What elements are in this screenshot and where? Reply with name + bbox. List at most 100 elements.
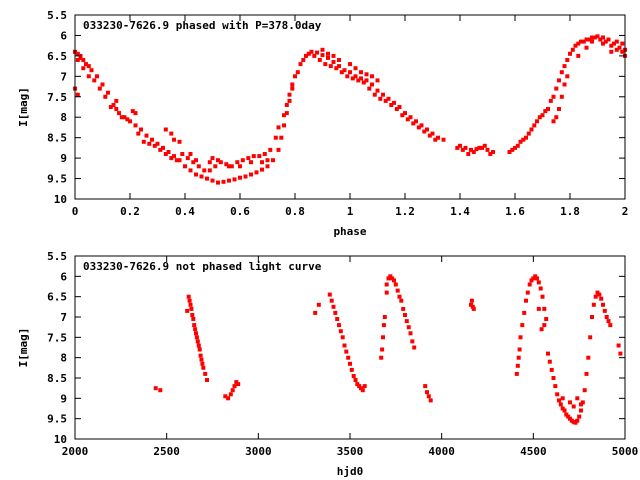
data-point [313,310,318,315]
data-point [194,172,198,177]
data-point [553,384,558,389]
data-point [532,123,537,128]
data-point [251,154,256,159]
data-point [228,392,233,397]
data-point [412,345,417,350]
data-point [232,384,237,389]
data-point [188,168,193,173]
data-point [570,47,575,52]
data-point [188,302,193,307]
y-tick-label: 6.5 [47,50,67,63]
data-point [350,76,355,81]
data-point [480,145,484,150]
data-points [153,274,623,425]
data-point [551,119,556,124]
data-point [144,133,149,138]
data-point [205,176,209,181]
data-point [593,294,598,299]
data-point [193,327,198,332]
data-point [524,298,528,303]
data-point [588,335,593,340]
data-point [430,131,435,136]
data-point [428,398,433,403]
data-point [207,168,212,173]
data-point [210,178,215,183]
data-point [224,162,229,167]
data-point [260,160,264,165]
y-tick-label: 7 [60,70,67,83]
data-point [399,298,404,303]
data-point [514,371,519,376]
data-point [323,62,328,67]
data-point [97,86,102,91]
data-point [427,133,432,138]
data-point [614,39,619,44]
unphased-light-curve-panel: 2000 2500 3000 3500 4000 4500 5000 5.5 6 6.5 7 7.5 8… [17,250,638,478]
data-point [403,111,407,116]
data-point [422,129,427,134]
data-point [612,41,616,46]
data-point [584,371,589,376]
data-point [410,339,415,344]
data-point [196,164,201,169]
data-point [614,47,619,52]
data-point [284,111,289,116]
y-tick-label: 6 [60,29,67,42]
data-point [568,51,572,56]
x-tick-label: 4000 [428,445,455,458]
data-point [342,343,347,348]
y-tick-label: 8.5 [47,372,67,385]
data-point [515,143,520,148]
data-point [236,382,241,387]
data-point [606,319,611,324]
data-point [386,96,391,101]
x-tick-label: 0.2 [120,205,140,218]
x-tick-label: 0.4 [175,205,195,218]
data-point [287,92,292,97]
data-point [78,55,83,60]
data-point [75,51,80,56]
data-point [595,34,600,39]
data-point [416,125,421,130]
data-point [207,160,212,165]
data-point [414,119,418,124]
data-point [284,103,289,107]
data-point [111,103,116,107]
data-point [238,164,242,169]
data-point [345,74,350,79]
data-point [246,156,251,161]
data-point [75,92,80,97]
data-point [562,408,567,413]
data-point [86,74,91,79]
data-point [470,304,475,309]
data-point [230,388,235,393]
data-point [392,100,396,105]
data-point [540,113,545,118]
data-point [106,90,110,95]
data-point [290,82,295,87]
data-point [205,378,209,382]
data-point [364,78,369,83]
data-point [327,292,332,297]
data-point [295,70,300,75]
data-point [554,115,559,120]
data-point [339,70,344,75]
data-point [287,98,292,103]
data-point [331,60,336,64]
data-point [423,384,428,389]
data-point [395,288,400,293]
data-point [334,66,339,71]
data-point [298,62,303,67]
data-point [223,394,228,399]
y-tick-label: 10 [54,193,67,206]
data-point [458,143,462,148]
data-point [243,174,248,179]
data-point [460,147,465,152]
data-point [92,78,97,83]
data-point [540,294,545,299]
data-point [282,123,286,128]
data-point [558,402,563,407]
data-point [542,323,547,328]
data-point [195,339,200,344]
data-point [557,398,561,403]
